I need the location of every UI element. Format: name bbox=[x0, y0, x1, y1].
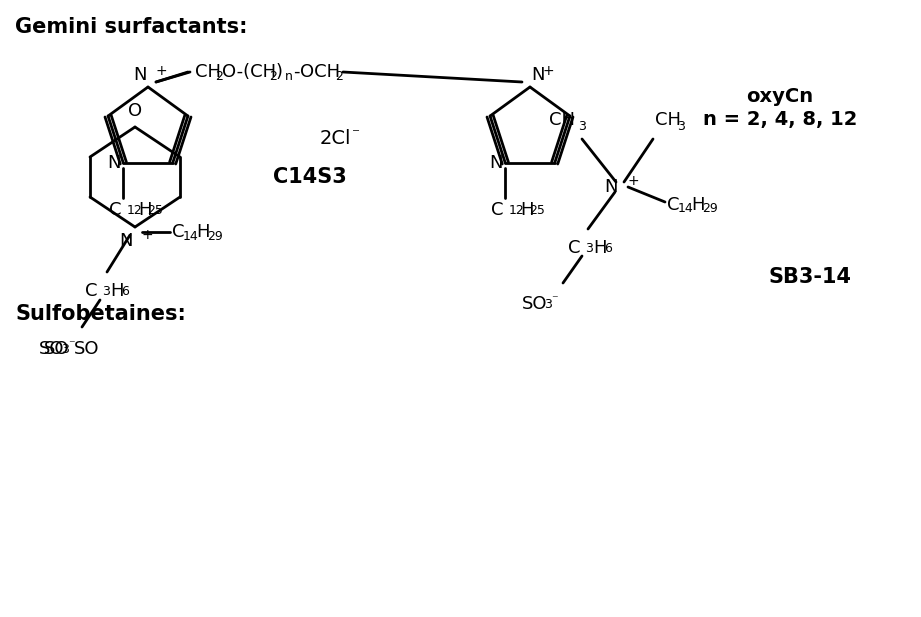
Text: C: C bbox=[109, 201, 122, 219]
Text: N: N bbox=[531, 66, 544, 84]
Text: 2: 2 bbox=[269, 70, 277, 83]
Text: SB3-14: SB3-14 bbox=[768, 267, 852, 287]
Text: SO: SO bbox=[43, 340, 69, 358]
Text: 3: 3 bbox=[578, 120, 586, 133]
Text: ): ) bbox=[276, 63, 283, 81]
Text: H: H bbox=[691, 196, 705, 214]
Text: 14: 14 bbox=[183, 230, 199, 242]
Text: 3: 3 bbox=[102, 285, 110, 298]
Text: 6: 6 bbox=[604, 242, 612, 255]
Text: +: + bbox=[155, 64, 167, 78]
Text: ⁻: ⁻ bbox=[68, 338, 75, 351]
Text: n = 2, 4, 8, 12: n = 2, 4, 8, 12 bbox=[703, 109, 857, 128]
Text: 2Cl: 2Cl bbox=[320, 130, 351, 149]
Text: 25: 25 bbox=[147, 204, 163, 217]
Text: 2: 2 bbox=[335, 70, 343, 83]
Text: SO: SO bbox=[74, 340, 99, 358]
Text: 25: 25 bbox=[530, 204, 545, 217]
Text: O: O bbox=[128, 102, 142, 120]
Text: 3: 3 bbox=[585, 242, 593, 255]
Text: Sulfobetaines:: Sulfobetaines: bbox=[15, 304, 186, 324]
Text: +: + bbox=[141, 228, 153, 242]
Text: ⁻: ⁻ bbox=[352, 126, 360, 141]
Text: O-(CH: O-(CH bbox=[222, 63, 276, 81]
Text: C: C bbox=[667, 196, 680, 214]
Text: ⁻: ⁻ bbox=[551, 293, 557, 306]
Text: N: N bbox=[107, 154, 121, 172]
Text: 2: 2 bbox=[215, 70, 223, 83]
Text: H: H bbox=[520, 201, 534, 219]
Text: H: H bbox=[138, 201, 152, 219]
Text: Gemini surfactants:: Gemini surfactants: bbox=[15, 17, 248, 37]
Text: 12: 12 bbox=[126, 204, 142, 217]
Text: C: C bbox=[172, 223, 184, 241]
Text: H: H bbox=[110, 282, 123, 300]
Text: N: N bbox=[134, 66, 147, 84]
Text: 29: 29 bbox=[207, 230, 223, 242]
Text: CH: CH bbox=[195, 63, 221, 81]
Text: C: C bbox=[85, 282, 97, 300]
Text: 12: 12 bbox=[508, 204, 524, 217]
Text: +: + bbox=[542, 64, 554, 78]
Text: N: N bbox=[489, 154, 502, 172]
Text: n: n bbox=[285, 70, 293, 83]
Text: 29: 29 bbox=[702, 202, 717, 215]
Text: SO: SO bbox=[522, 295, 547, 313]
Text: H: H bbox=[196, 223, 209, 241]
Text: 3: 3 bbox=[61, 343, 69, 356]
Text: CH: CH bbox=[549, 111, 575, 129]
Text: N: N bbox=[604, 178, 618, 196]
Text: SO: SO bbox=[39, 340, 64, 358]
Text: H: H bbox=[593, 239, 607, 257]
Text: CH: CH bbox=[655, 111, 681, 129]
Text: C: C bbox=[567, 239, 580, 257]
Text: 14: 14 bbox=[678, 202, 694, 215]
Text: oxyCn: oxyCn bbox=[746, 88, 813, 107]
Text: 6: 6 bbox=[121, 285, 129, 298]
Text: +: + bbox=[627, 174, 638, 188]
Text: N: N bbox=[120, 232, 133, 250]
Text: C: C bbox=[491, 201, 503, 219]
Text: 3: 3 bbox=[544, 298, 552, 311]
Text: -OCH: -OCH bbox=[293, 63, 340, 81]
Text: 3: 3 bbox=[677, 120, 685, 133]
Text: C14S3: C14S3 bbox=[274, 167, 347, 187]
